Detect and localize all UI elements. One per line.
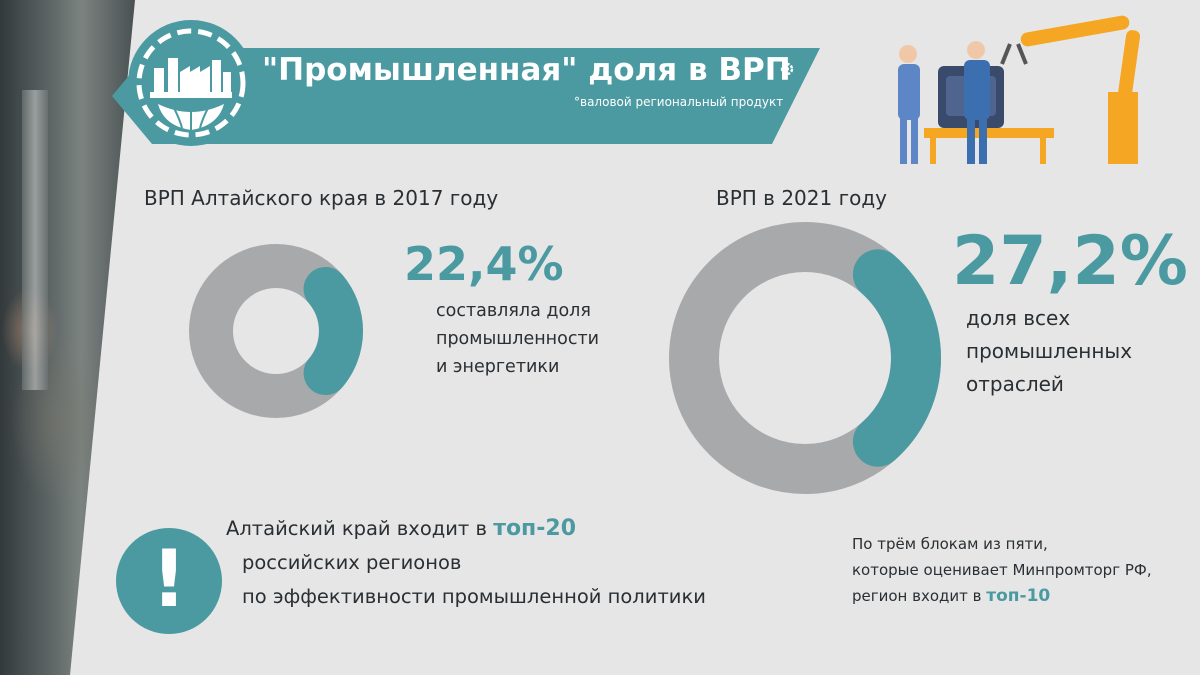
top20-accent: топ-20: [493, 516, 576, 541]
workers-robot-illustration: [898, 15, 1141, 164]
conveyor: [924, 128, 1054, 138]
description-line: доля всех: [966, 306, 1071, 330]
top10-line1: По трём блокам из пяти,: [852, 535, 1048, 553]
top20-line1: Алтайский край входит в топ-20: [226, 512, 706, 546]
description-line: промышленности: [436, 329, 600, 349]
top20-note: Алтайский край входит в топ-20 российски…: [226, 512, 706, 614]
top10-note: По трём блокам из пяти, которые оценивае…: [852, 531, 1152, 609]
top10-prefix: регион входит в: [852, 587, 987, 605]
page-title: "Промышленная" доля в ВРП: [262, 52, 791, 88]
chart-2021-title: ВРП в 2021 году: [716, 186, 887, 210]
logo-badge: [128, 20, 254, 146]
chart-2021-value-label: 27,2%: [952, 222, 1188, 301]
top10-line3: регион входит в топ-10: [852, 583, 1152, 609]
chart-2017-segment: [303, 266, 363, 396]
description-line: отраслей: [966, 372, 1064, 396]
factory-globe-icon: [136, 28, 246, 138]
robot-base: [1108, 92, 1138, 164]
gear-icon: [780, 62, 794, 76]
description-line: промышленных: [966, 339, 1133, 363]
header-subtitle: °валовой региональный продукт: [574, 95, 784, 109]
chart-2021-segment: [852, 249, 941, 467]
chart-2017-title: ВРП Алтайского края в 2017 году: [144, 186, 499, 210]
top20-prefix: Алтайский край входит в: [226, 517, 494, 540]
top20-line2: российских регионов: [242, 551, 462, 574]
chart-2021-description: доля всех промышленных отраслей: [966, 302, 1132, 401]
description-line: составляла доля: [436, 301, 591, 321]
top10-accent: топ-10: [986, 586, 1051, 606]
chart-2017-description: составляла доля промышленности и энергет…: [436, 297, 599, 381]
description-line: и энергетики: [436, 357, 560, 377]
chart-2017-value-label: 22,4%: [404, 237, 564, 291]
top10-line2: которые оценивает Минпромторг РФ,: [852, 561, 1152, 579]
exclamation-icon: !: [116, 528, 222, 634]
top20-line3: по эффективности промышленной политики: [242, 585, 706, 608]
